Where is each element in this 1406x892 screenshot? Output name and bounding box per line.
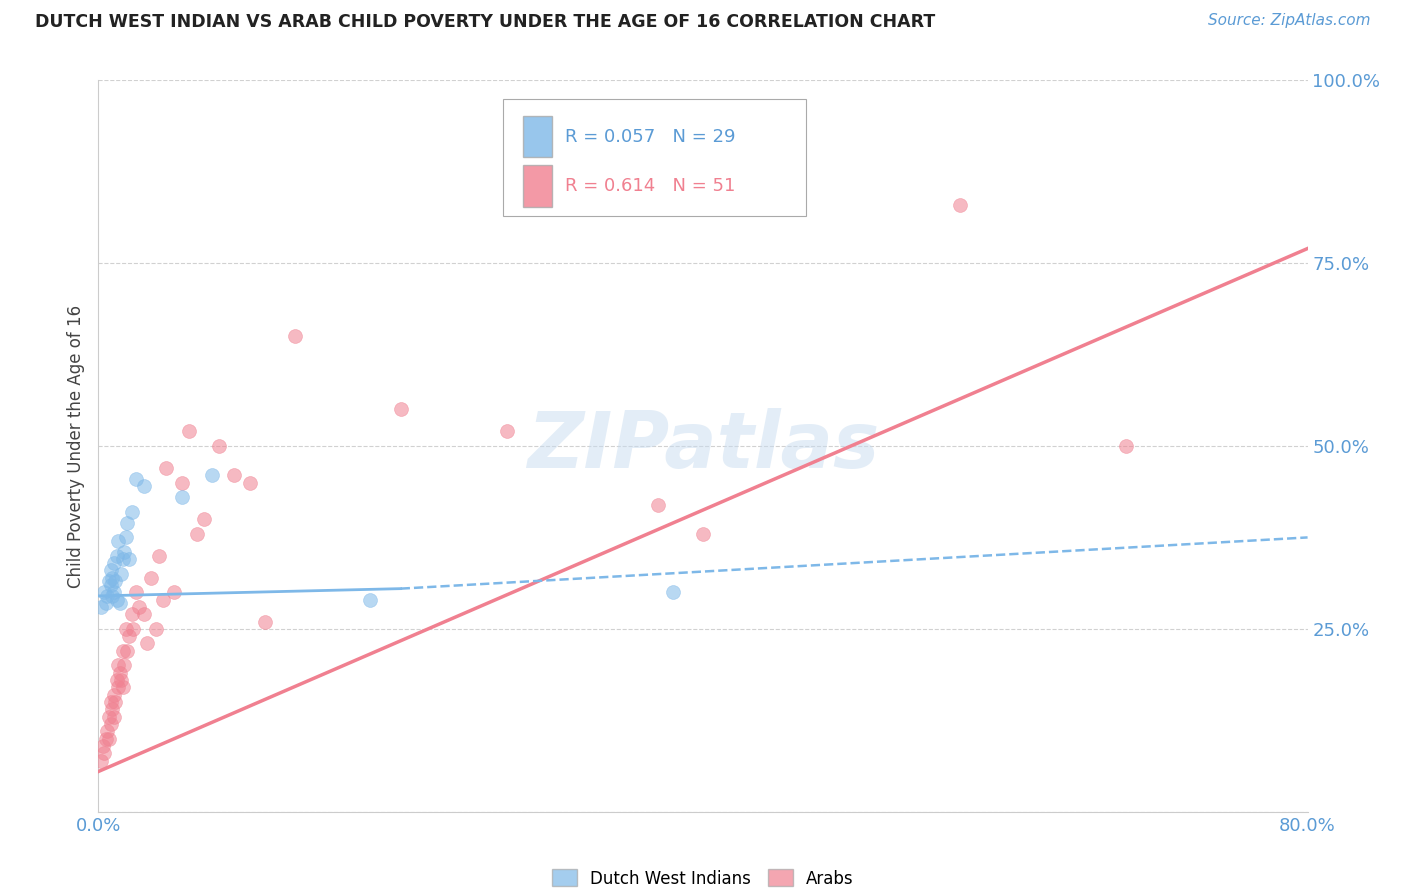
Point bbox=[114, 530, 136, 544]
Point bbox=[239, 475, 262, 490]
Point bbox=[118, 552, 141, 566]
Point bbox=[145, 622, 167, 636]
Text: Source: ZipAtlas.com: Source: ZipAtlas.com bbox=[1208, 13, 1371, 29]
Point bbox=[98, 709, 121, 723]
Point bbox=[125, 472, 148, 486]
Point bbox=[170, 475, 193, 490]
Point bbox=[115, 516, 138, 530]
Point bbox=[163, 585, 186, 599]
Point bbox=[112, 545, 135, 559]
Point bbox=[93, 585, 115, 599]
Point bbox=[186, 526, 208, 541]
Point bbox=[108, 665, 131, 680]
Point bbox=[135, 636, 157, 650]
Point bbox=[141, 571, 163, 585]
Point bbox=[121, 607, 143, 622]
Text: R = 0.614   N = 51: R = 0.614 N = 51 bbox=[565, 178, 735, 195]
Point bbox=[125, 585, 148, 599]
Point bbox=[90, 599, 112, 614]
Point bbox=[107, 658, 129, 673]
Point bbox=[103, 709, 125, 723]
Point bbox=[93, 746, 115, 760]
Point bbox=[152, 592, 174, 607]
FancyBboxPatch shape bbox=[523, 116, 551, 158]
Point bbox=[110, 673, 132, 687]
Text: DUTCH WEST INDIAN VS ARAB CHILD POVERTY UNDER THE AGE OF 16 CORRELATION CHART: DUTCH WEST INDIAN VS ARAB CHILD POVERTY … bbox=[35, 13, 935, 31]
Point bbox=[105, 592, 128, 607]
Point bbox=[360, 592, 382, 607]
Point bbox=[128, 599, 150, 614]
Point bbox=[132, 479, 155, 493]
Point bbox=[115, 644, 138, 658]
Point bbox=[94, 731, 117, 746]
Point bbox=[104, 574, 127, 589]
Point bbox=[647, 498, 669, 512]
Point bbox=[103, 556, 125, 570]
Point bbox=[193, 512, 215, 526]
Text: ZIPatlas: ZIPatlas bbox=[527, 408, 879, 484]
Point bbox=[111, 552, 134, 566]
Point bbox=[224, 468, 246, 483]
Point bbox=[90, 754, 112, 768]
Point bbox=[692, 526, 714, 541]
Point bbox=[389, 402, 412, 417]
Point bbox=[100, 695, 122, 709]
Point bbox=[108, 596, 131, 610]
Point bbox=[118, 629, 141, 643]
Point bbox=[100, 717, 122, 731]
Point bbox=[253, 615, 276, 629]
Point bbox=[112, 658, 135, 673]
Point bbox=[148, 549, 170, 563]
Point bbox=[98, 731, 121, 746]
Point bbox=[201, 468, 224, 483]
Point bbox=[114, 622, 136, 636]
Point bbox=[177, 425, 201, 439]
Legend: Dutch West Indians, Arabs: Dutch West Indians, Arabs bbox=[553, 870, 853, 888]
Point bbox=[110, 567, 132, 582]
Point bbox=[103, 585, 125, 599]
Point bbox=[284, 329, 307, 343]
Point bbox=[661, 585, 683, 599]
Point bbox=[100, 563, 122, 577]
Point bbox=[100, 578, 122, 592]
Point bbox=[105, 549, 128, 563]
Point bbox=[111, 681, 134, 695]
Point bbox=[101, 589, 124, 603]
Point bbox=[107, 534, 129, 549]
Text: R = 0.057   N = 29: R = 0.057 N = 29 bbox=[565, 128, 735, 145]
Point bbox=[98, 574, 121, 589]
Point bbox=[949, 197, 972, 211]
Point bbox=[111, 644, 134, 658]
Y-axis label: Child Poverty Under the Age of 16: Child Poverty Under the Age of 16 bbox=[66, 304, 84, 588]
Point bbox=[107, 681, 129, 695]
Point bbox=[101, 702, 124, 716]
Point bbox=[1115, 439, 1137, 453]
Point bbox=[103, 688, 125, 702]
Point bbox=[208, 439, 231, 453]
Point bbox=[96, 724, 118, 739]
Point bbox=[495, 425, 517, 439]
Point bbox=[121, 505, 143, 519]
Point bbox=[170, 490, 193, 504]
FancyBboxPatch shape bbox=[503, 99, 806, 216]
Point bbox=[132, 607, 155, 622]
Point bbox=[104, 695, 127, 709]
Point bbox=[101, 571, 124, 585]
FancyBboxPatch shape bbox=[523, 166, 551, 207]
Point bbox=[155, 461, 177, 475]
Point bbox=[105, 673, 128, 687]
Point bbox=[91, 739, 114, 753]
Point bbox=[96, 589, 118, 603]
Point bbox=[94, 596, 117, 610]
Point bbox=[122, 622, 145, 636]
